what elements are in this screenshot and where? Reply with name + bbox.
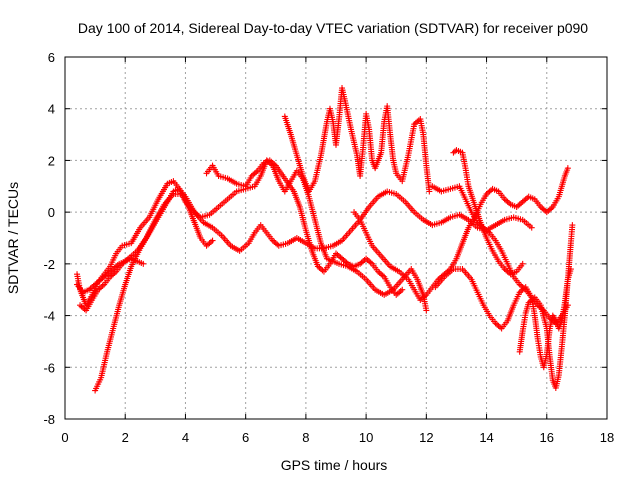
- x-tick-label: 14: [479, 430, 493, 445]
- data-point-marker: [569, 222, 576, 229]
- x-tick-label: 0: [61, 430, 68, 445]
- y-tick-label: -6: [43, 360, 55, 375]
- series-track-11: [516, 222, 576, 391]
- x-tick-label: 10: [359, 430, 373, 445]
- series-track-9: [450, 147, 526, 278]
- series-track-1: [74, 157, 430, 314]
- data-point-marker: [426, 188, 433, 195]
- grid-lines: [65, 57, 607, 419]
- x-tick-label: 6: [242, 430, 249, 445]
- data-point-marker: [140, 260, 147, 267]
- series-track-5: [203, 157, 406, 298]
- y-tick-label: 2: [48, 153, 55, 168]
- y-tick-label: 4: [48, 102, 55, 117]
- data-point-marker: [528, 224, 535, 231]
- series-track-10: [432, 266, 574, 371]
- series-track-7: [351, 165, 571, 304]
- data-point-marker: [399, 286, 406, 293]
- x-tick-label: 2: [122, 430, 129, 445]
- y-tick-label: 6: [48, 50, 55, 65]
- series-track-8: [429, 183, 571, 327]
- data-point-marker: [209, 237, 216, 244]
- y-tick-label: -2: [43, 257, 55, 272]
- data-point-marker: [564, 165, 571, 172]
- x-tick-label: 4: [182, 430, 189, 445]
- data-markers: [74, 85, 576, 394]
- series-track-4: [92, 185, 535, 394]
- x-tick-label: 16: [540, 430, 554, 445]
- axis-ticks: 0 2 4 6 8 10 12 14 16 18 -8 -6 -4 -2 0 2 4 6: [43, 50, 614, 445]
- chart-title: Day 100 of 2014, Sidereal Day-to-day VTE…: [78, 20, 588, 36]
- data-point-marker: [423, 307, 430, 314]
- x-axis-label: GPS time / hours: [281, 457, 388, 473]
- y-tick-label: -4: [43, 309, 55, 324]
- data-point-marker: [519, 260, 526, 267]
- y-tick-label: -8: [43, 412, 55, 427]
- series-track-6: [281, 85, 433, 195]
- y-tick-label: 0: [48, 205, 55, 220]
- x-tick-label: 18: [600, 430, 614, 445]
- plot-frame: [64, 56, 608, 420]
- x-tick-label: 12: [419, 430, 433, 445]
- y-axis-label: SDTVAR / TECUs: [5, 182, 21, 294]
- x-tick-label: 8: [302, 430, 309, 445]
